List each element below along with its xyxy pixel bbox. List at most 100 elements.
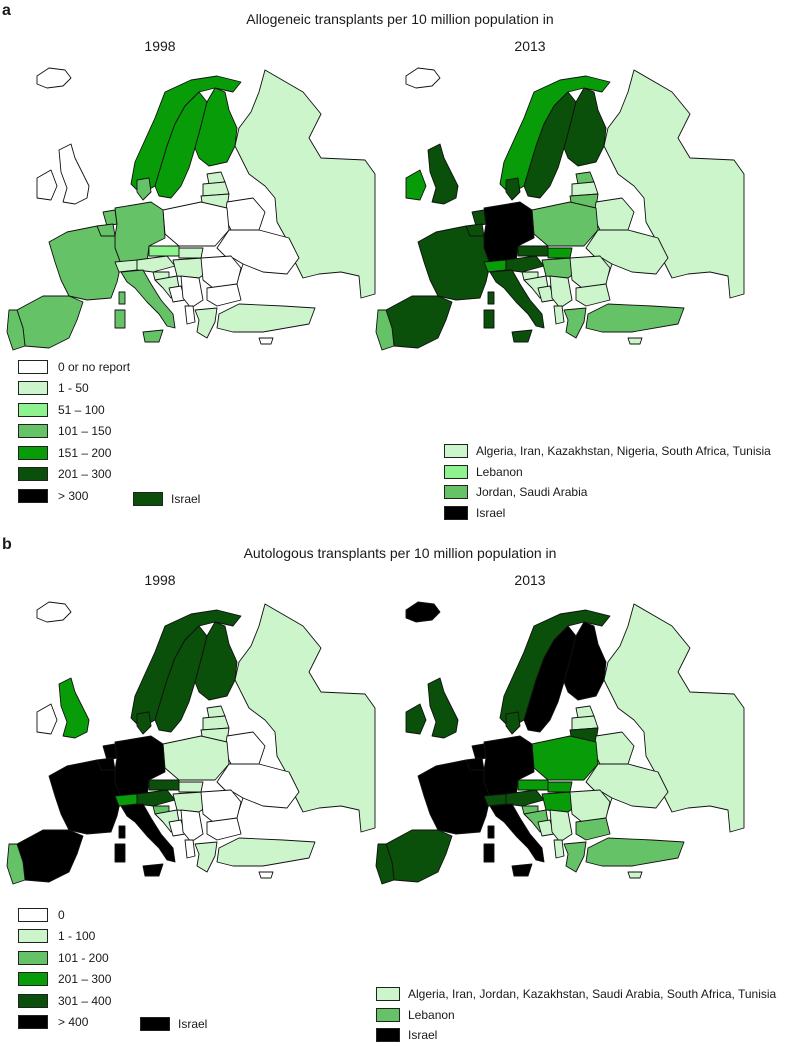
legend-item: 1 - 50 <box>18 378 130 400</box>
legend-swatch <box>444 444 468 459</box>
legend-item: > 300 <box>18 485 130 507</box>
legend-label: 201 – 300 <box>58 467 112 482</box>
country-ukraine <box>216 229 300 275</box>
country-albania <box>184 839 196 859</box>
country-uk <box>427 143 459 205</box>
country-switzerland <box>483 793 507 807</box>
country-netherlands <box>102 209 118 227</box>
year-label-2013: 2013 <box>514 38 546 54</box>
panel-letter: b <box>2 536 12 553</box>
legend-swatch <box>140 1017 170 1031</box>
legend-swatch <box>376 987 400 1002</box>
country-finland <box>194 621 238 701</box>
country-czech <box>148 245 180 257</box>
map-canvas <box>6 67 376 351</box>
legend-swatch <box>18 907 48 922</box>
country-netherlands <box>471 209 487 227</box>
europe-map-allogeneic-2013 <box>372 62 747 354</box>
country-turkey <box>585 837 685 867</box>
legend-label: 1 - 100 <box>58 929 96 944</box>
country-albania <box>553 305 565 325</box>
legend-swatch <box>18 929 48 944</box>
country-albania <box>553 839 565 859</box>
country-iceland <box>36 601 72 623</box>
country-greece <box>563 307 587 339</box>
country-slovakia <box>547 781 573 793</box>
legend-label: Lebanon <box>408 1007 455 1022</box>
country-denmark <box>136 711 152 735</box>
israel-legend-1998: Israel <box>140 1017 207 1031</box>
country-ukraine <box>585 763 669 809</box>
country-sicily <box>142 863 164 877</box>
legend-item: Algeria, Iran, Jordan, Kazakhstan, Saudi… <box>376 984 776 1005</box>
legend-label: Israel <box>171 492 201 506</box>
legend-label: 301 – 400 <box>58 993 112 1008</box>
country-turkey <box>585 303 685 333</box>
country-france <box>48 759 122 835</box>
legend-item: Lebanon <box>444 462 771 483</box>
country-ireland <box>36 703 58 735</box>
country-iceland <box>36 67 72 89</box>
legend-swatch <box>18 467 48 482</box>
legend-item: 201 – 300 <box>18 969 111 991</box>
country-ireland <box>405 703 427 735</box>
country-czech <box>517 245 549 257</box>
country-sicily <box>142 329 164 343</box>
country-belarus <box>224 731 266 765</box>
country-belarus <box>224 197 266 231</box>
country-iceland <box>405 67 441 89</box>
legend-label: 1 - 50 <box>58 381 89 396</box>
country-cyprus <box>627 871 643 879</box>
legend-swatch <box>18 359 48 374</box>
legend-item: 1 - 100 <box>18 926 111 948</box>
legend-item: 151 – 200 <box>18 442 130 464</box>
country-albania <box>184 305 196 325</box>
panel-letter: a <box>2 2 11 19</box>
legend-label: 101 – 150 <box>58 424 112 439</box>
country-italy <box>120 269 176 329</box>
legend-label: 201 – 300 <box>58 972 112 987</box>
country-turkey <box>216 303 316 333</box>
country-greece <box>563 841 587 873</box>
legend-label: > 300 <box>58 488 89 503</box>
legend-label: Israel <box>476 505 506 520</box>
year-label-1998: 1998 <box>144 572 176 588</box>
country-sardinia <box>483 843 495 863</box>
country-finland <box>194 87 238 167</box>
country-ireland <box>36 169 58 201</box>
country-netherlands <box>471 743 487 761</box>
country-bulgaria <box>575 817 611 841</box>
country-uk <box>58 143 90 205</box>
legend-item: 201 – 300 <box>18 464 130 486</box>
country-spain <box>16 829 84 883</box>
legend-label: 0 or no report <box>58 359 131 374</box>
legend-label: 151 – 200 <box>58 445 112 460</box>
legend-swatch <box>444 505 468 520</box>
country-corsica <box>487 291 495 305</box>
legend-swatch <box>18 993 48 1008</box>
country-switzerland <box>483 259 507 273</box>
country-portugal <box>375 843 395 885</box>
legend-swatch <box>444 464 468 479</box>
country-switzerland <box>114 793 138 807</box>
country-slovakia <box>178 247 204 259</box>
country-italy <box>489 803 545 863</box>
country-romania <box>200 789 242 823</box>
legend-item: > 400 <box>18 1012 111 1034</box>
year-label-1998: 1998 <box>144 38 176 54</box>
map-canvas <box>375 67 745 351</box>
non-europe-legend-2013: Algeria, Iran, Jordan, Kazakhstan, Saudi… <box>376 984 776 1046</box>
country-bulgaria <box>575 283 611 307</box>
country-ukraine <box>216 763 300 809</box>
country-czech <box>517 779 549 791</box>
country-bulgaria <box>206 817 242 841</box>
country-poland <box>162 735 230 781</box>
country-slovakia <box>178 781 204 793</box>
legend-label: Algeria, Iran, Jordan, Kazakhstan, Saudi… <box>408 987 777 1002</box>
country-switzerland <box>114 259 138 273</box>
country-austria <box>505 789 545 807</box>
country-spain <box>385 295 453 349</box>
country-austria <box>136 789 176 807</box>
country-portugal <box>375 309 395 351</box>
map-canvas <box>375 601 745 885</box>
